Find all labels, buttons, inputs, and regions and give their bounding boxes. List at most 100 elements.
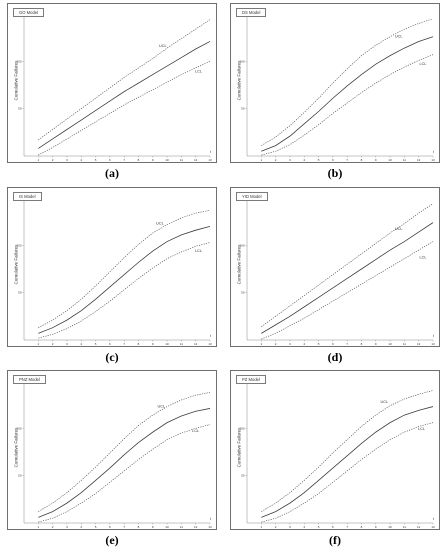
x-tick-label: 10: [165, 525, 169, 529]
x-tick-label: 7: [123, 342, 125, 346]
y-axis-label-e: Cumulative Failures: [13, 427, 19, 468]
x-tick-label: 11: [180, 342, 183, 346]
annotation-lcl: LCL: [195, 249, 202, 253]
x-tick-label: 2: [52, 158, 54, 162]
x-tick-label: 9: [152, 342, 154, 346]
x-tick-label: 4: [80, 525, 82, 529]
x-tick-label: 4: [303, 158, 305, 162]
series-lcl-line: [261, 422, 434, 523]
x-tick-label: 13: [208, 342, 212, 346]
x-tick-label: 12: [194, 158, 198, 162]
panel-c: 1234567891011121350100150tUCLLCL IS Mode…: [7, 187, 217, 347]
x-tick-label: 10: [165, 158, 169, 162]
x-tick-label: 7: [346, 158, 348, 162]
x-tick-label: 12: [194, 525, 198, 529]
model-label-c: IS Model: [13, 192, 42, 201]
chart-a: 1234567891011121350100150tUCLLCL: [16, 12, 212, 162]
series-lcl-line: [261, 54, 434, 156]
caption-b: (b): [327, 166, 343, 180]
y-tick-label: 100: [16, 59, 21, 63]
x-tick-label: 5: [318, 342, 320, 346]
x-tick-label: 5: [318, 525, 320, 529]
x-tick-label: 1: [260, 158, 262, 162]
x-tick-label: 5: [95, 158, 97, 162]
x-tick-label: 4: [80, 342, 82, 346]
annotation-ucl: UCL: [381, 400, 389, 404]
x-tick-label: 5: [95, 525, 97, 529]
y-axis-label-b: Cumulative Failures: [236, 60, 242, 101]
annotation-lcl: LCL: [420, 256, 427, 260]
y-tick-label: 50: [18, 474, 22, 478]
x-tick-label: 3: [289, 158, 291, 162]
x-tick-label: 2: [275, 158, 277, 162]
chart-d: 1234567891011121350100150tUCLLCL: [239, 196, 435, 346]
series-mean-line: [38, 226, 211, 334]
panel-e: 1234567891011121350100150tUCLLCL PNZ Mod…: [7, 370, 217, 530]
series-lcl-line: [38, 242, 211, 339]
x-tick-label: 12: [417, 342, 421, 346]
x-tick-label: 13: [208, 158, 212, 162]
x-tick-label: 7: [346, 525, 348, 529]
y-tick-label: 50: [18, 291, 22, 295]
chart-b: 1234567891011121350100150tUCLLCL: [239, 12, 435, 162]
x-tick-label: 1: [260, 525, 262, 529]
y-tick-label: 100: [16, 426, 21, 430]
x-tick-label: 4: [303, 342, 305, 346]
y-tick-label: 50: [241, 107, 245, 111]
series-ucl-line: [38, 210, 211, 328]
series-mean-line: [38, 41, 211, 149]
model-label-a: GO Model: [13, 8, 45, 17]
y-tick-label: 100: [239, 59, 244, 63]
x-tick-label: 2: [275, 525, 277, 529]
x-tick-label: 12: [194, 342, 198, 346]
x-tick-label: 10: [388, 525, 392, 529]
x-tick-label: 9: [375, 342, 377, 346]
series-ucl-line: [38, 392, 211, 512]
x-tick-label: 11: [403, 158, 406, 162]
caption-d: (d): [327, 350, 343, 364]
x-tick-label: 11: [403, 525, 406, 529]
x-tick-label: 2: [52, 342, 54, 346]
panel-b: 1234567891011121350100150tUCLLCL DS Mode…: [230, 3, 440, 163]
annotation-ucl: UCL: [395, 35, 403, 39]
series-mean-line: [38, 408, 211, 518]
series-ucl-line: [38, 19, 211, 141]
y-tick-label: 100: [239, 426, 244, 430]
x-tick-label: 9: [152, 525, 154, 529]
x-tick-label: 8: [361, 158, 363, 162]
x-tick-label: 8: [138, 342, 140, 346]
x-tick-label: 2: [275, 342, 277, 346]
x-tick-label: 8: [138, 525, 140, 529]
x-tick-label: 7: [346, 342, 348, 346]
x-tick-label: 8: [138, 158, 140, 162]
x-tick-label: 5: [318, 158, 320, 162]
x-tick-label: 6: [109, 158, 111, 162]
annotation-ucl: UCL: [158, 405, 166, 409]
y-tick-label: 100: [239, 243, 244, 247]
x-tick-label: 12: [417, 525, 421, 529]
x-tick-label: 3: [66, 525, 68, 529]
caption-e: (e): [105, 533, 119, 547]
x-tick-label: 9: [152, 158, 154, 162]
x-tick-label: 6: [332, 525, 334, 529]
annotation-lcl: LCL: [195, 70, 202, 74]
y-axis-label-a: Cumulative Failures: [13, 60, 19, 101]
x-tick-label: 11: [403, 342, 406, 346]
x-tick-label: 11: [180, 158, 183, 162]
series-mean-line: [261, 222, 434, 334]
y-tick-label: 50: [241, 474, 245, 478]
series-lcl-line: [38, 61, 211, 156]
y-tick-label: 50: [241, 291, 245, 295]
panel-d: 1234567891011121350100150tUCLLCL YID Mod…: [230, 187, 440, 347]
caption-f: (f): [329, 533, 341, 547]
x-axis-label: t: [210, 150, 211, 154]
x-axis-label: t: [433, 150, 434, 154]
x-tick-label: 6: [332, 342, 334, 346]
y-tick-label: 50: [18, 107, 22, 111]
x-axis-label: t: [433, 517, 434, 521]
annotation-ucl: UCL: [159, 44, 167, 48]
annotation-lcl: LCL: [418, 427, 425, 431]
y-axis-label-d: Cumulative Failures: [236, 244, 242, 285]
x-tick-label: 12: [417, 158, 421, 162]
series-mean-line: [261, 36, 434, 152]
